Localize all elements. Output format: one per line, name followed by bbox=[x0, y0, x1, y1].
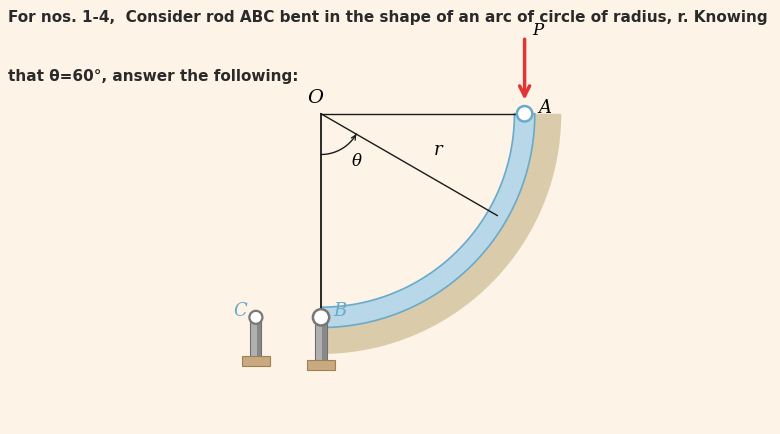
Circle shape bbox=[313, 309, 329, 326]
Circle shape bbox=[250, 311, 262, 324]
Text: r: r bbox=[434, 141, 442, 159]
Text: For nos. 1-4,  Consider rod ABC bent in the shape of an arc of circle of radius,: For nos. 1-4, Consider rod ABC bent in t… bbox=[8, 10, 768, 25]
Bar bbox=[250, 318, 261, 358]
Polygon shape bbox=[321, 115, 562, 354]
Bar bbox=[307, 360, 335, 370]
Text: B: B bbox=[333, 302, 346, 319]
Bar bbox=[315, 318, 327, 362]
Text: O: O bbox=[307, 89, 323, 106]
Bar bbox=[257, 318, 261, 358]
Polygon shape bbox=[321, 115, 535, 328]
Text: A: A bbox=[539, 99, 551, 116]
Circle shape bbox=[517, 107, 532, 122]
Bar bbox=[242, 356, 270, 366]
Text: C: C bbox=[233, 302, 247, 319]
Text: P: P bbox=[533, 22, 544, 39]
Bar bbox=[322, 318, 327, 362]
Text: that θ=60°, answer the following:: that θ=60°, answer the following: bbox=[8, 69, 298, 84]
Text: θ: θ bbox=[352, 153, 362, 170]
